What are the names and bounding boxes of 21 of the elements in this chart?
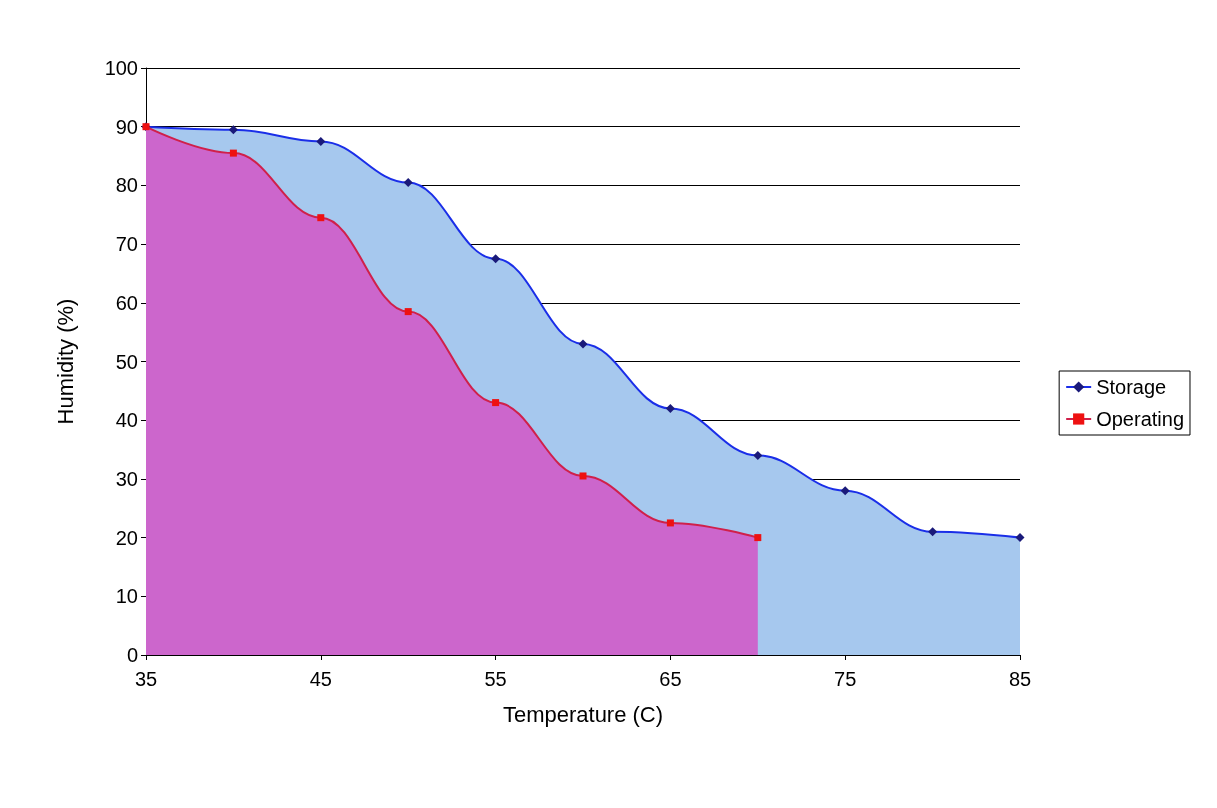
y-tick-label: 40 <box>115 409 138 432</box>
y-axis-title: Humidity (%) <box>52 298 78 425</box>
legend-label: Storage <box>1096 376 1167 398</box>
y-tick-label: 20 <box>115 526 138 549</box>
x-tick-label: 55 <box>484 668 507 690</box>
y-tick-label: 80 <box>115 174 138 197</box>
y-tick-label: 50 <box>115 350 138 373</box>
y-tick-label: 30 <box>115 467 138 490</box>
legend-label: Operating <box>1096 408 1185 430</box>
y-tick-label: 60 <box>115 291 138 314</box>
x-axis-title: Temperature (C) <box>502 701 664 727</box>
y-tick-label: 10 <box>115 585 138 608</box>
y-tick-label: 70 <box>115 233 138 256</box>
x-tick-label: 75 <box>834 668 857 690</box>
x-tick-label: 65 <box>659 668 682 690</box>
x-tick-label: 35 <box>134 668 158 690</box>
y-tick-label: 0 <box>126 644 138 666</box>
x-tick-label: 45 <box>309 668 332 690</box>
y-tick-label: 90 <box>115 115 138 138</box>
y-tick-label: 100 <box>104 57 138 79</box>
x-tick-label: 85 <box>1008 668 1032 690</box>
